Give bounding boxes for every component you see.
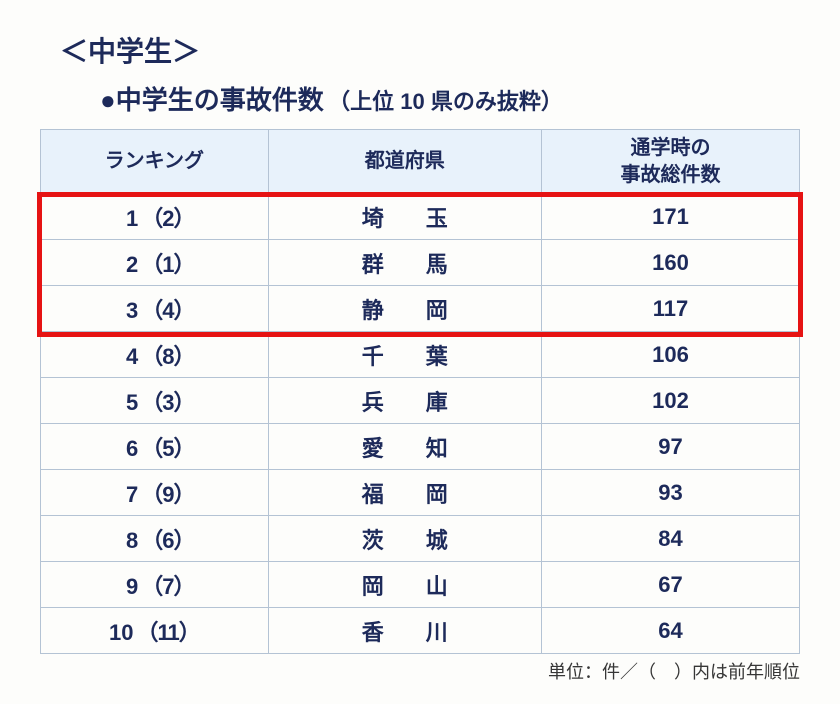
cell-count: 160 [541, 240, 799, 286]
table-row: 5（3）兵 庫102 [41, 378, 800, 424]
cell-rank: 2（1） [41, 240, 269, 286]
table-row: 2（1）群 馬160 [41, 240, 800, 286]
table-row: 10（11）香 川64 [41, 608, 800, 654]
cell-prefecture: 岡 山 [268, 562, 541, 608]
table-row: 3（4）静 岡117 [41, 286, 800, 332]
col-ranking: ランキング [41, 130, 269, 194]
table-row: 4（8）千 葉106 [41, 332, 800, 378]
cell-rank: 6（5） [41, 424, 269, 470]
table-title-main: ●中学生の事故件数 [100, 85, 324, 115]
cell-count: 93 [541, 470, 799, 516]
cell-count: 67 [541, 562, 799, 608]
table-footer-note: 単位：件／（ ）内は前年順位 [40, 658, 800, 684]
table-row: 7（9）福 岡93 [41, 470, 800, 516]
table-container: ランキング 都道府県 通学時の事故総件数 1（2）埼 玉1712（1）群 馬16… [40, 129, 800, 654]
cell-rank: 9（7） [41, 562, 269, 608]
cell-rank: 10（11） [41, 608, 269, 654]
cell-prefecture: 愛 知 [268, 424, 541, 470]
table-row: 6（5）愛 知97 [41, 424, 800, 470]
cell-rank: 7（9） [41, 470, 269, 516]
cell-count: 171 [541, 194, 799, 240]
accident-table: ランキング 都道府県 通学時の事故総件数 1（2）埼 玉1712（1）群 馬16… [40, 129, 800, 654]
section-title: ＜中学生＞ [60, 30, 800, 70]
cell-prefecture: 福 岡 [268, 470, 541, 516]
cell-prefecture: 香 川 [268, 608, 541, 654]
table-row: 9（7）岡 山67 [41, 562, 800, 608]
cell-rank: 5（3） [41, 378, 269, 424]
cell-count: 64 [541, 608, 799, 654]
cell-count: 84 [541, 516, 799, 562]
cell-prefecture: 茨 城 [268, 516, 541, 562]
table-row: 8（6）茨 城84 [41, 516, 800, 562]
cell-prefecture: 兵 庫 [268, 378, 541, 424]
cell-prefecture: 埼 玉 [268, 194, 541, 240]
table-header-row: ランキング 都道府県 通学時の事故総件数 [41, 130, 800, 194]
cell-rank: 4（8） [41, 332, 269, 378]
col-prefecture: 都道府県 [268, 130, 541, 194]
cell-count: 102 [541, 378, 799, 424]
table-row: 1（2）埼 玉171 [41, 194, 800, 240]
cell-count: 97 [541, 424, 799, 470]
cell-rank: 3（4） [41, 286, 269, 332]
table-title-sub: （上位 10 県のみ抜粋） [328, 89, 563, 114]
cell-prefecture: 千 葉 [268, 332, 541, 378]
table-title-wrap: ●中学生の事故件数 （上位 10 県のみ抜粋） [100, 80, 800, 117]
cell-rank: 1（2） [41, 194, 269, 240]
cell-rank: 8（6） [41, 516, 269, 562]
cell-prefecture: 静 岡 [268, 286, 541, 332]
cell-prefecture: 群 馬 [268, 240, 541, 286]
col-count: 通学時の事故総件数 [541, 130, 799, 194]
cell-count: 106 [541, 332, 799, 378]
cell-count: 117 [541, 286, 799, 332]
